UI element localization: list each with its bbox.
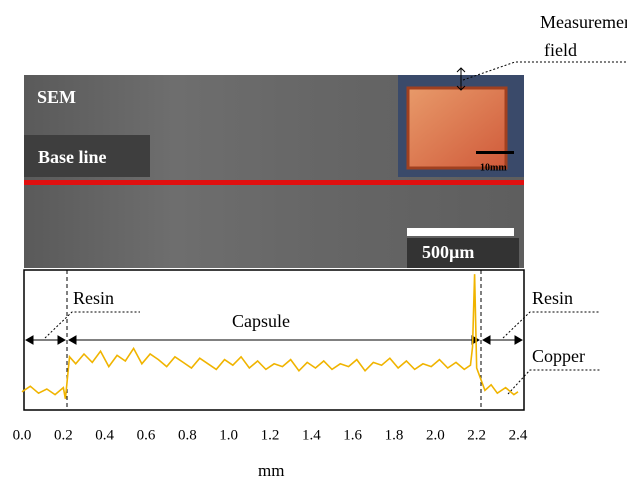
arrow-head (456, 67, 466, 91)
x-tick-label: 0.4 (95, 427, 114, 443)
sem-label: SEM (37, 87, 76, 107)
x-tick-label: 1.4 (302, 427, 321, 443)
inset-sample (406, 86, 508, 170)
inset-scale (476, 151, 514, 154)
plot-frame (23, 269, 525, 411)
x-tick-label: 2.2 (467, 427, 486, 443)
x-tick-label: 1.0 (219, 427, 238, 443)
profile-line (21, 274, 519, 399)
leader (462, 61, 627, 81)
x-tick-label: 2.0 (426, 427, 445, 443)
x-tick-label: 0.6 (137, 427, 156, 443)
x-tick-label: 0.0 (13, 427, 32, 443)
annotation: Measurement (540, 12, 627, 32)
x-tick-label: 0.8 (178, 427, 197, 443)
base-line-label: Base line (38, 147, 107, 167)
annotation: Capsule (232, 311, 290, 331)
x-tick-label: 0.2 (54, 427, 73, 443)
annotation: field (544, 40, 577, 60)
leader (507, 369, 600, 395)
label-box (24, 135, 150, 177)
x-tick-label: 1.8 (385, 427, 404, 443)
leader (44, 311, 140, 339)
leader (502, 311, 600, 339)
x-tick-label: 1.2 (261, 427, 280, 443)
arrows (24, 335, 524, 345)
annotation: Copper (532, 346, 585, 366)
x-tick-label: 1.6 (343, 427, 362, 443)
x-tick-label: 2.4 (509, 427, 528, 443)
scale-bar (407, 228, 514, 236)
scale-label: 500µm (422, 242, 474, 262)
label-box (407, 238, 519, 268)
annotation: Resin (73, 288, 114, 308)
x-axis-label: mm (258, 461, 284, 480)
inset-scale-label: 10mm (480, 162, 507, 173)
base-line (24, 180, 524, 185)
annotation: Resin (532, 288, 573, 308)
